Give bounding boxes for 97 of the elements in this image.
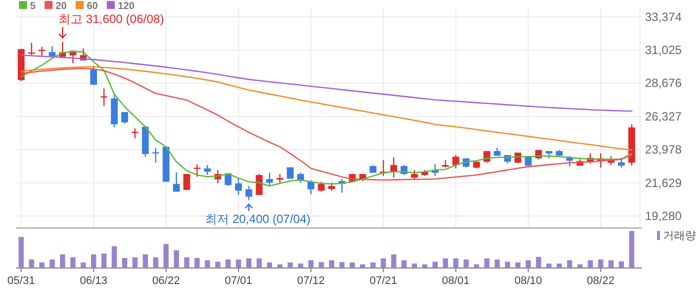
candlestick bbox=[90, 65, 98, 86]
x-tick-label: 05/31 bbox=[7, 275, 35, 287]
bar bbox=[298, 264, 304, 268]
bar bbox=[50, 259, 55, 268]
candlestick bbox=[318, 181, 325, 192]
bar bbox=[174, 250, 179, 268]
candlestick bbox=[235, 177, 242, 196]
bar bbox=[453, 258, 458, 268]
bar bbox=[629, 231, 634, 268]
bar bbox=[80, 262, 86, 268]
bar bbox=[39, 262, 44, 268]
bar bbox=[536, 256, 542, 268]
bar bbox=[204, 260, 210, 268]
y-tick-label: 23,978 bbox=[645, 142, 682, 157]
y-tick-label: 21,629 bbox=[645, 176, 682, 190]
bar bbox=[474, 264, 480, 268]
bar bbox=[91, 254, 96, 268]
bar bbox=[556, 264, 562, 268]
y-tick-label: 26,327 bbox=[645, 109, 682, 124]
candlestick bbox=[266, 172, 273, 187]
bar bbox=[60, 254, 66, 268]
y-tick-label: 28,676 bbox=[645, 76, 682, 90]
bar bbox=[153, 257, 158, 268]
bar bbox=[318, 262, 324, 268]
legend-label: 5 bbox=[30, 1, 36, 12]
bar bbox=[515, 262, 520, 268]
bar bbox=[412, 264, 417, 268]
bar bbox=[112, 246, 117, 268]
bar bbox=[484, 258, 490, 268]
bar bbox=[308, 260, 314, 268]
bar bbox=[432, 262, 438, 268]
x-tick-label: 08/22 bbox=[586, 275, 614, 287]
bar bbox=[215, 262, 220, 268]
bar bbox=[588, 260, 593, 268]
bar bbox=[194, 258, 200, 268]
bar bbox=[266, 262, 272, 268]
bar bbox=[101, 254, 107, 268]
bar bbox=[422, 264, 428, 268]
bar bbox=[567, 260, 572, 268]
bar bbox=[442, 258, 448, 268]
y-tick-label: 19,280 bbox=[645, 208, 682, 223]
candlestick bbox=[48, 46, 56, 58]
bar bbox=[122, 258, 128, 268]
candlestick bbox=[172, 172, 180, 192]
y-tick-label: 31,025 bbox=[645, 43, 682, 58]
bar bbox=[142, 254, 148, 268]
bar bbox=[28, 259, 34, 268]
bar bbox=[236, 259, 242, 268]
bar bbox=[401, 260, 407, 268]
legend-label: 거래량 bbox=[663, 230, 696, 242]
bar bbox=[329, 260, 334, 268]
x-tick-label: 08/10 bbox=[514, 275, 542, 287]
bar bbox=[256, 258, 262, 268]
candlestick bbox=[204, 164, 211, 176]
legend-label: 120 bbox=[118, 1, 135, 12]
bar bbox=[184, 257, 190, 268]
bar bbox=[370, 262, 376, 268]
bar bbox=[246, 258, 252, 268]
bar bbox=[226, 259, 231, 268]
bar bbox=[598, 259, 604, 268]
candlestick bbox=[183, 173, 190, 191]
bar bbox=[350, 262, 355, 268]
bar bbox=[608, 260, 614, 268]
bar bbox=[277, 264, 282, 268]
bar bbox=[526, 260, 531, 268]
candlestick bbox=[194, 164, 201, 178]
bar bbox=[163, 244, 169, 268]
bar bbox=[464, 259, 469, 268]
candlestick bbox=[245, 185, 252, 201]
bar bbox=[504, 262, 510, 268]
x-tick-label: 07/01 bbox=[224, 275, 252, 287]
bar bbox=[288, 262, 293, 268]
bar bbox=[132, 257, 138, 268]
bar bbox=[577, 264, 583, 268]
bar bbox=[494, 259, 500, 268]
x-tick-label: 06/22 bbox=[152, 275, 180, 287]
bar bbox=[618, 261, 624, 268]
annotation: 최저 20,400 (07/04) bbox=[205, 212, 311, 226]
bar bbox=[380, 258, 386, 268]
bar bbox=[391, 254, 396, 268]
bar bbox=[339, 262, 345, 268]
x-tick-label: 07/12 bbox=[297, 275, 325, 287]
x-tick-label: 06/13 bbox=[80, 275, 108, 287]
candlestick bbox=[618, 157, 625, 168]
candlestick bbox=[308, 179, 314, 195]
annotation: 최고 31,600 (06/08) bbox=[58, 12, 164, 26]
bar bbox=[18, 236, 24, 268]
bar bbox=[70, 257, 76, 268]
legend-label: 60 bbox=[86, 1, 98, 12]
candlestick bbox=[410, 169, 418, 180]
y-tick-label: 33,374 bbox=[645, 10, 682, 24]
bar bbox=[546, 264, 552, 268]
x-tick-label: 08/01 bbox=[442, 275, 470, 287]
candlestick bbox=[121, 111, 128, 124]
bar bbox=[360, 264, 366, 268]
x-tick-label: 07/21 bbox=[370, 275, 398, 287]
legend-label: 20 bbox=[56, 1, 68, 12]
